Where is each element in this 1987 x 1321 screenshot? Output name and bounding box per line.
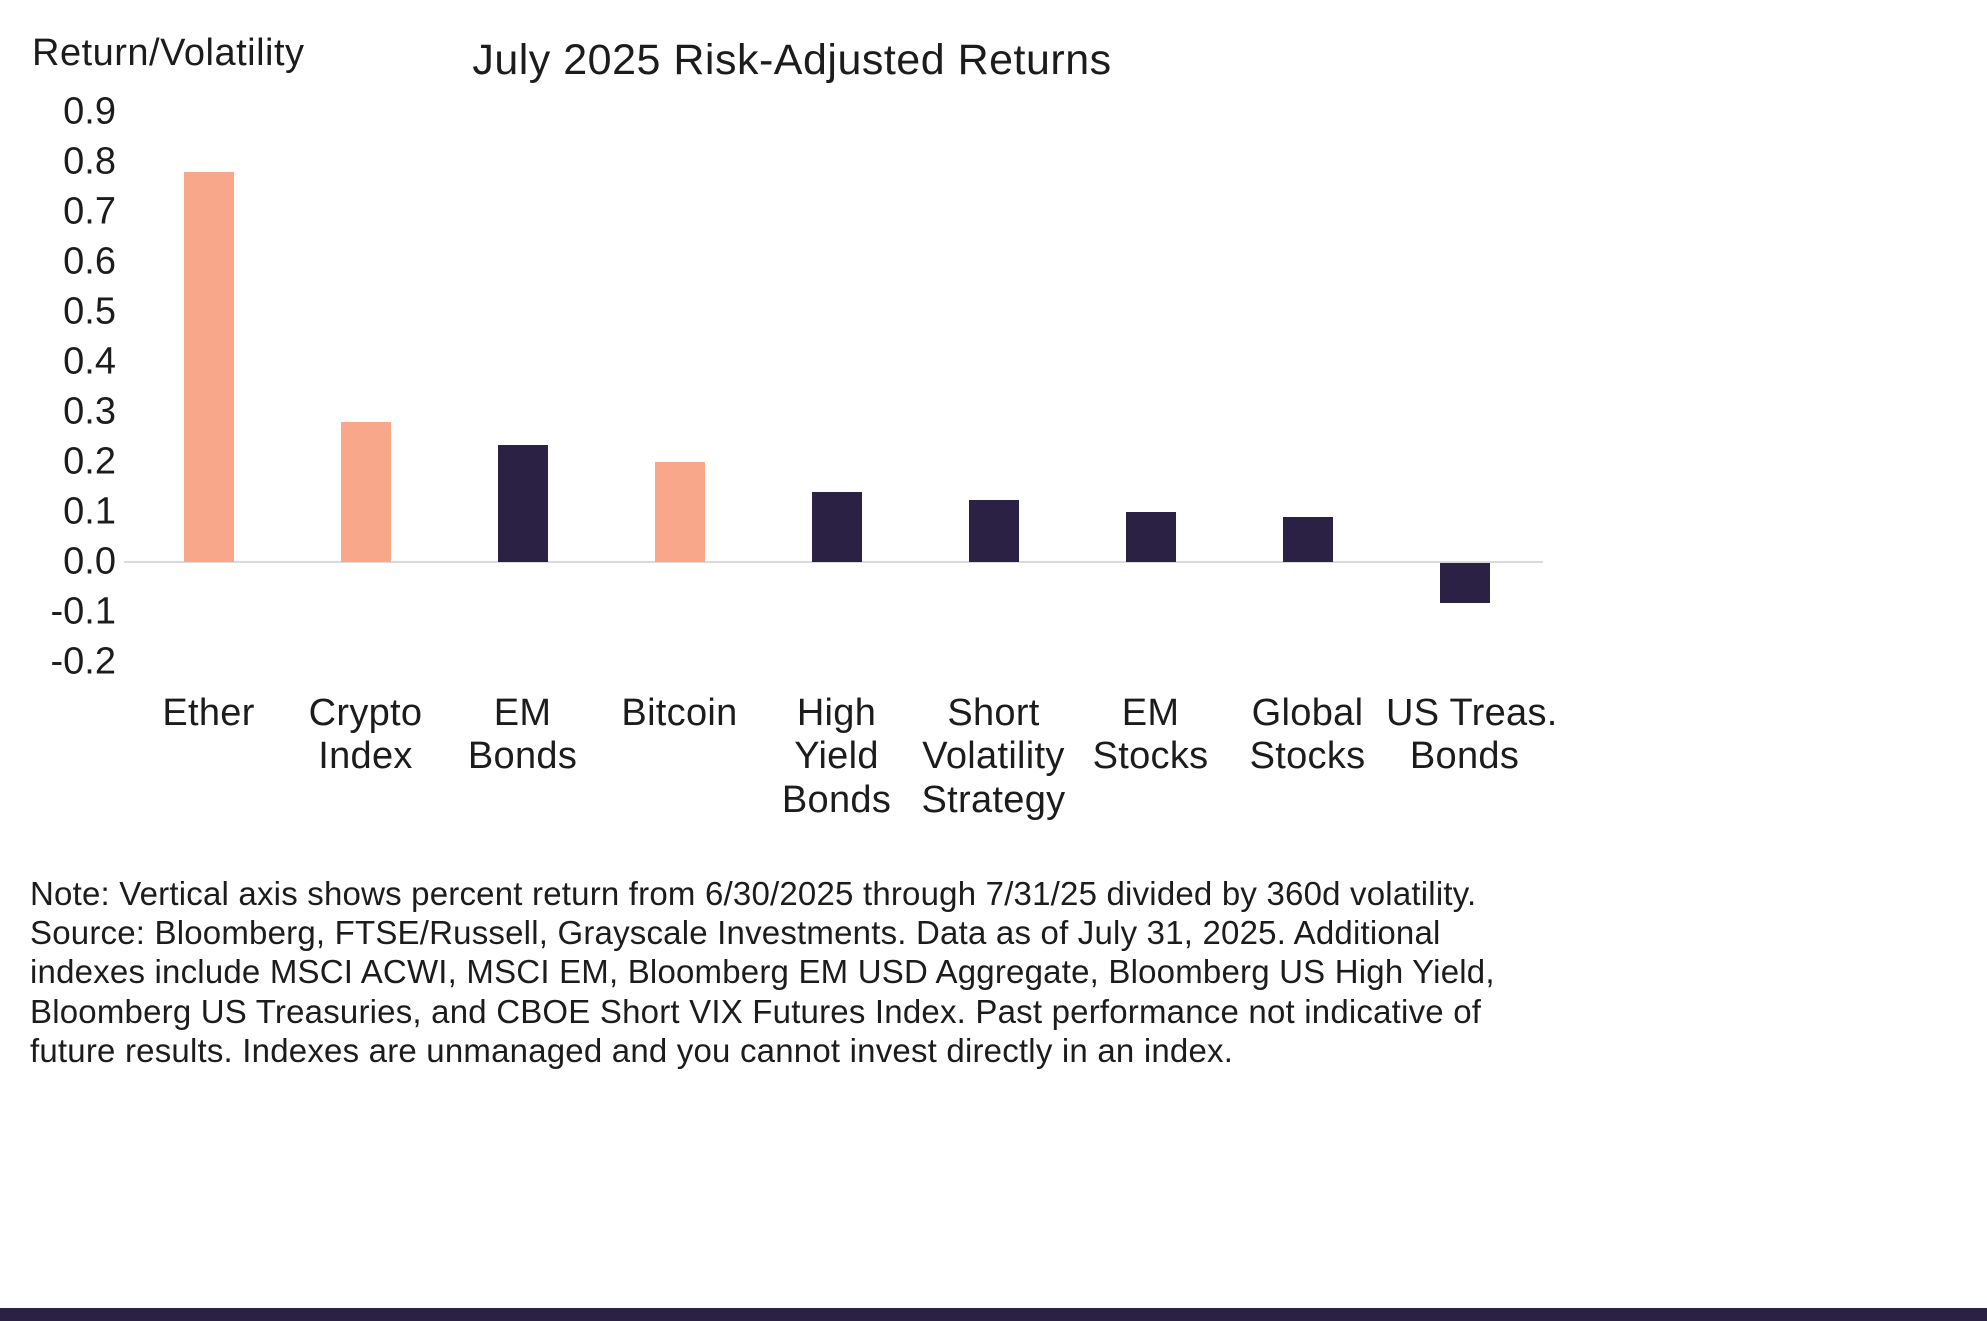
bar-column-ether bbox=[130, 112, 287, 662]
bar-short-volatility-strategy bbox=[968, 499, 1019, 562]
x-axis-label-global-stocks: Global Stocks bbox=[1229, 692, 1386, 822]
x-axis-label-line: Bitcoin bbox=[621, 692, 738, 734]
x-axis-label-line: Strategy bbox=[921, 778, 1066, 821]
bar-column-high-yield-bonds bbox=[758, 112, 915, 662]
bar-bitcoin bbox=[654, 462, 705, 562]
x-axis-label-em-bonds: EM Bonds bbox=[444, 692, 601, 822]
x-axis-label-line: Stocks bbox=[1092, 735, 1209, 778]
x-axis-label-line: Bonds bbox=[781, 778, 892, 821]
bar-em-stocks bbox=[1125, 512, 1176, 562]
bar-global-stocks bbox=[1282, 517, 1333, 562]
bars-container bbox=[130, 112, 1543, 662]
x-axis-label-line: Global bbox=[1251, 692, 1364, 734]
y-tick-label: 0.4 bbox=[63, 340, 116, 383]
x-axis-label-em-stocks: EM Stocks bbox=[1072, 692, 1229, 822]
bar-chart: 0.9 0.8 0.7 0.6 0.5 0.4 0.3 0.2 0.1 0.0 -0.1 -0.2 bbox=[30, 91, 1554, 683]
y-axis-label: Return/Volatility bbox=[32, 32, 305, 74]
x-axis-label-ether: Ether bbox=[130, 692, 287, 822]
x-axis-label-us-treas-bonds: US Treas. Bonds bbox=[1386, 692, 1558, 822]
footnote-line: Source: Bloomberg, FTSE/Russell, Graysca… bbox=[30, 914, 1495, 1069]
chart-title: July 2025 Risk-Adjusted Returns bbox=[472, 36, 1112, 84]
x-axis-label-line: Ether bbox=[162, 692, 255, 734]
y-tick-label: 0.2 bbox=[63, 440, 116, 483]
bar-high-yield-bonds bbox=[811, 492, 862, 562]
bar-column-bitcoin bbox=[601, 112, 758, 662]
x-axis-label-line: Bonds bbox=[1409, 735, 1520, 778]
bar-column-global-stocks bbox=[1229, 112, 1386, 662]
footnote-line: Note: Vertical axis shows percent return… bbox=[30, 874, 1477, 912]
y-tick-label: -0.2 bbox=[50, 640, 116, 683]
y-tick-label: 0.9 bbox=[63, 90, 116, 133]
bar-column-us-treas-bonds bbox=[1386, 112, 1543, 662]
bar-em-bonds bbox=[497, 444, 548, 562]
y-tick-label: 0.7 bbox=[63, 190, 116, 233]
bar-column-crypto-index bbox=[287, 112, 444, 662]
y-tick-label: 0.5 bbox=[63, 290, 116, 333]
y-tick-label: 0.8 bbox=[63, 140, 116, 183]
footer-accent-bar bbox=[0, 1308, 1987, 1321]
x-axis-label-line: Volatility bbox=[922, 735, 1065, 778]
zero-axis-line bbox=[124, 561, 1543, 563]
x-axis-label-line: EM bbox=[493, 692, 552, 734]
x-axis-label-line: Crypto bbox=[308, 692, 423, 734]
x-axis-label-line: High bbox=[796, 692, 877, 734]
y-tick-label: 0.0 bbox=[63, 540, 116, 583]
x-axis-labels: Ether Crypto Index EM Bonds Bitcoin High Yield B… bbox=[130, 692, 1558, 822]
x-axis-label-line: US Treas. bbox=[1386, 692, 1558, 734]
bar-us-treas-bonds bbox=[1439, 563, 1490, 603]
y-tick-label: 0.3 bbox=[63, 390, 116, 433]
x-axis-label-line: EM bbox=[1121, 692, 1180, 734]
bar-column-em-stocks bbox=[1072, 112, 1229, 662]
x-axis-label-line: Bonds bbox=[467, 735, 578, 778]
x-axis-label-line: Yield bbox=[794, 735, 879, 778]
bar-crypto-index bbox=[340, 422, 391, 562]
x-axis-label-line: Short bbox=[947, 692, 1040, 734]
bar-ether bbox=[183, 172, 234, 562]
x-axis-label-high-yield-bonds: High Yield Bonds bbox=[758, 692, 915, 822]
bar-column-em-bonds bbox=[444, 112, 601, 662]
chart-header: Return/Volatility July 2025 Risk-Adjuste… bbox=[30, 26, 1554, 106]
y-tick-label: 0.1 bbox=[63, 490, 116, 533]
y-tick-label: 0.6 bbox=[63, 240, 116, 283]
x-axis-label-crypto-index: Crypto Index bbox=[287, 692, 444, 822]
x-axis-label-line: Index bbox=[318, 735, 413, 778]
x-axis-label-bitcoin: Bitcoin bbox=[601, 692, 758, 822]
footnote: Note: Vertical axis shows percent return… bbox=[30, 874, 1560, 1070]
y-axis-ticks: 0.9 0.8 0.7 0.6 0.5 0.4 0.3 0.2 0.1 0.0 -0.1 -0.2 bbox=[30, 91, 130, 683]
y-tick-label: -0.1 bbox=[50, 590, 116, 633]
bar-column-short-volatility-strategy bbox=[915, 112, 1072, 662]
x-axis-label-short-volatility-strategy: Short Volatility Strategy bbox=[915, 692, 1072, 822]
x-axis-label-line: Stocks bbox=[1249, 735, 1366, 778]
plot-area bbox=[124, 112, 1543, 662]
